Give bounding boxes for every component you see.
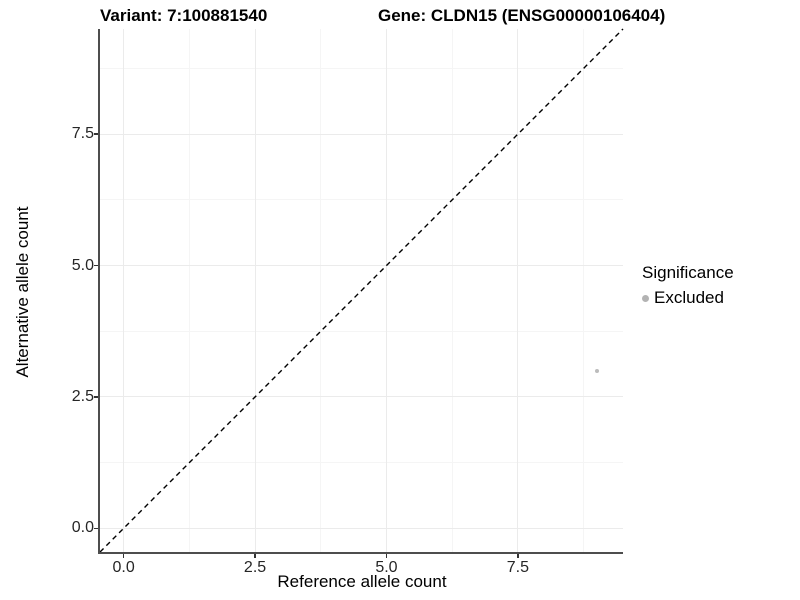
x-tick-mark bbox=[385, 554, 388, 558]
variant-title: Variant: 7:100881540 bbox=[100, 6, 268, 25]
grid-line-x-major bbox=[123, 29, 125, 552]
grid-line-y-major bbox=[100, 396, 623, 398]
grid-line-y-major bbox=[100, 527, 623, 529]
x-tick-label: 2.5 bbox=[243, 559, 267, 576]
x-tick-mark bbox=[254, 554, 256, 558]
legend-item-excluded: Excluded bbox=[642, 288, 734, 308]
y-tick-label: 0.0 bbox=[71, 519, 94, 537]
grid-line-x-minor bbox=[451, 29, 453, 552]
y-tick-mark bbox=[94, 527, 98, 530]
grid-line-y-minor bbox=[100, 330, 623, 332]
grid-line-y-minor bbox=[100, 199, 623, 201]
legend: Significance Excluded bbox=[642, 263, 734, 308]
legend-title: Significance bbox=[642, 263, 734, 282]
y-tick-mark bbox=[94, 264, 98, 267]
grid-line-x-major bbox=[385, 29, 387, 552]
x-axis-line bbox=[98, 552, 623, 554]
data-point bbox=[594, 368, 599, 373]
x-tick-mark bbox=[517, 554, 519, 558]
grid-line-y-minor bbox=[100, 67, 623, 69]
grid-line-y-major bbox=[100, 133, 623, 135]
y-axis-line bbox=[98, 29, 100, 554]
grid-line-x-minor bbox=[188, 29, 190, 552]
gene-title: Gene: CLDN15 (ENSG00000106404) bbox=[378, 6, 666, 25]
y-tick-mark bbox=[94, 133, 98, 135]
y-tick-label: 2.5 bbox=[71, 387, 94, 405]
x-axis-title: Reference allele count bbox=[277, 572, 447, 591]
grid-line-y-minor bbox=[100, 462, 623, 464]
grid-line-x-minor bbox=[320, 29, 322, 552]
grid-line-x-major bbox=[517, 29, 519, 552]
grid-line-x-minor bbox=[583, 29, 585, 552]
y-tick-mark bbox=[94, 396, 98, 398]
legend-item-label: Excluded bbox=[654, 288, 724, 307]
plot-panel bbox=[100, 29, 623, 552]
x-tick-label: 5.0 bbox=[375, 559, 398, 576]
x-tick-label: 7.5 bbox=[506, 559, 529, 576]
x-tick-label: 0.0 bbox=[112, 559, 135, 576]
y-tick-label: 5.0 bbox=[71, 256, 94, 274]
y-tick-label: 7.5 bbox=[71, 125, 94, 143]
x-tick-mark bbox=[122, 554, 125, 558]
grid-line-y-major bbox=[100, 265, 623, 267]
legend-point-icon bbox=[642, 294, 649, 302]
grid-line-x-major bbox=[254, 29, 256, 552]
y-axis-title: Alternative allele count bbox=[13, 206, 32, 378]
